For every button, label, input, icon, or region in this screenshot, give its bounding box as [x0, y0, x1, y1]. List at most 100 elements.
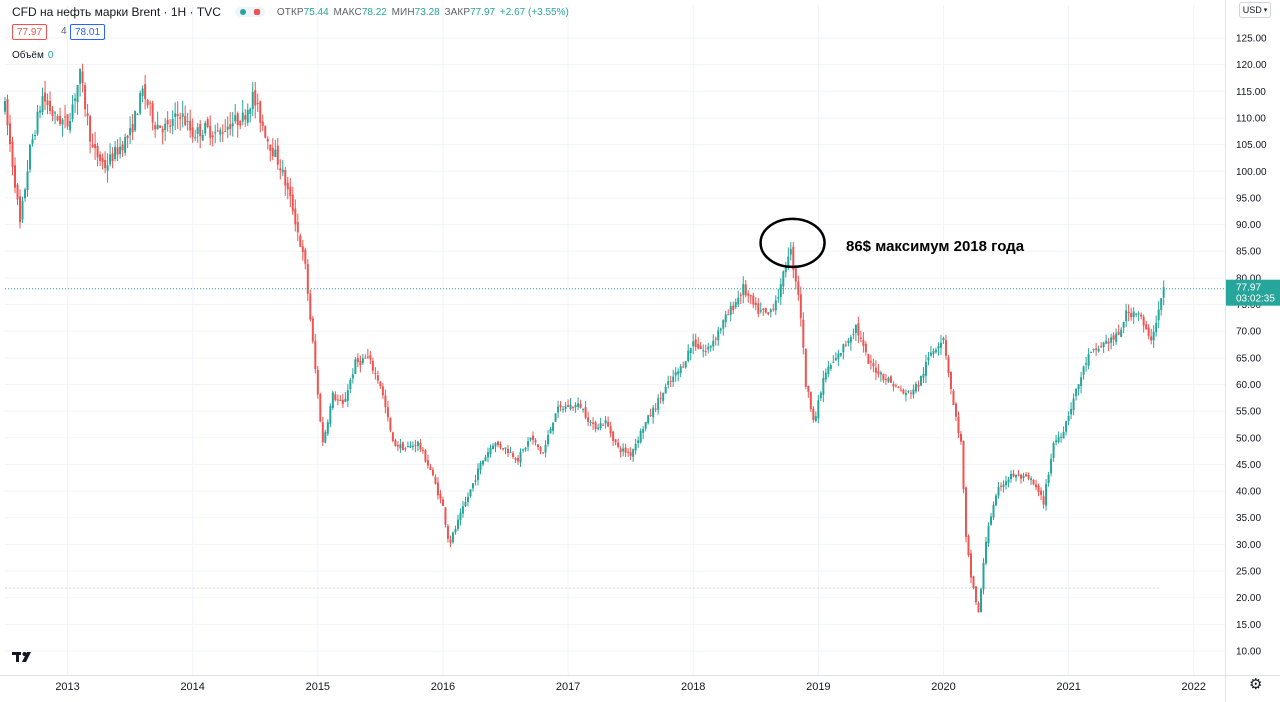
candle-body	[146, 99, 149, 106]
candle-body	[371, 360, 374, 371]
chart-annotation: 86$ максимум 2018 года	[846, 238, 1025, 255]
candle-body	[431, 469, 434, 476]
market-status[interactable]	[234, 7, 265, 17]
candle-body	[299, 235, 302, 247]
candle-body	[311, 318, 314, 342]
candle-body	[574, 404, 577, 408]
candle-body	[734, 301, 737, 308]
candle-body	[476, 468, 479, 481]
candle-body	[1025, 474, 1028, 477]
volume-indicator[interactable]: Объём 0	[12, 50, 53, 61]
candle-body	[544, 444, 547, 453]
candle-body	[206, 119, 209, 127]
currency-selector[interactable]: USD ▾	[1239, 2, 1271, 18]
price-axis[interactable]: 125.00 120.00 115.00 110.00 105.00 100.00 95.0…	[1225, 0, 1280, 702]
alert-dot	[253, 9, 260, 15]
candle-body	[79, 68, 82, 84]
candle-body	[89, 116, 92, 142]
open-value: 75.44	[303, 6, 329, 18]
candle-body	[547, 435, 550, 445]
candle-body	[471, 483, 474, 489]
candle-body	[301, 246, 304, 252]
candle-body	[1122, 321, 1125, 328]
candle-body	[454, 529, 457, 533]
candle-body	[76, 85, 79, 103]
candle-body	[934, 349, 937, 353]
candle-body	[884, 378, 887, 380]
time-axis[interactable]: 2013 2014 2015 2016 2017 2018 2019 2020 2021 2022	[0, 675, 1280, 694]
candle-body	[767, 312, 770, 315]
candle-body	[614, 439, 617, 443]
candle-body	[1007, 479, 1010, 483]
buy-price-box[interactable]: 78.01	[70, 24, 106, 40]
legend-header: CFD на нефть марки Brent · 1Н · TVC ОТКР…	[12, 5, 571, 19]
candle-body	[682, 366, 685, 368]
candle-body	[451, 532, 454, 543]
candle-body	[249, 108, 252, 114]
candle-body	[286, 182, 289, 190]
candle-body	[174, 113, 177, 117]
candle-body	[199, 123, 202, 137]
candle-body	[982, 562, 985, 590]
gear-icon[interactable]: ⚙	[1249, 676, 1263, 693]
candle-body	[69, 121, 72, 131]
candle-body	[1135, 313, 1138, 315]
candle-body	[9, 123, 12, 145]
candle-body	[296, 222, 299, 233]
candle-body	[872, 363, 875, 367]
candle-body	[366, 356, 369, 358]
candle-body	[449, 539, 452, 543]
candle-body	[899, 389, 902, 391]
chart-grid	[5, 5, 1225, 675]
candle-body	[572, 406, 575, 408]
candle-body	[339, 399, 342, 401]
symbol-title[interactable]: CFD на нефть марки Brent · 1Н · TVC	[12, 5, 221, 19]
candle-body	[51, 110, 54, 116]
candle-body	[349, 379, 352, 390]
candle-body	[654, 408, 657, 410]
candle-body	[1095, 348, 1098, 350]
candle-body	[892, 384, 895, 387]
candle-body	[224, 130, 227, 132]
candle-body	[456, 519, 459, 529]
candle-body	[717, 330, 720, 341]
candle-body	[269, 144, 272, 151]
candle-body	[1125, 310, 1128, 322]
candle-body	[822, 377, 825, 395]
candle-body	[361, 358, 364, 364]
candle-body	[179, 117, 182, 119]
candle-body	[231, 123, 234, 127]
candle-body	[1070, 408, 1073, 415]
candle-body	[647, 415, 650, 424]
price-tick-label: 45.00	[1236, 460, 1261, 471]
candle-body	[291, 194, 294, 212]
candle-body	[1030, 478, 1033, 480]
candle-body	[1050, 458, 1053, 474]
candle-body	[424, 450, 427, 462]
candle-body	[522, 449, 525, 451]
candle-body	[319, 394, 322, 422]
candle-body	[992, 504, 995, 518]
candle-body	[1110, 337, 1113, 343]
time-tick-label: 2013	[55, 681, 79, 693]
candle-body	[954, 403, 957, 417]
candle-body	[622, 448, 625, 452]
time-tick-label: 2018	[681, 681, 705, 693]
candle-body	[116, 147, 119, 155]
candle-body	[542, 452, 545, 454]
time-tick-label: 2015	[306, 681, 330, 693]
candle-body	[1055, 440, 1058, 443]
candle-body	[81, 71, 84, 84]
candle-body	[344, 398, 347, 402]
candle-body	[929, 352, 932, 356]
candle-body	[772, 308, 775, 310]
tradingview-logo-icon[interactable]	[12, 650, 38, 664]
candle-body	[974, 586, 977, 603]
sell-price-box[interactable]: 77.97	[12, 24, 48, 40]
candle-body	[139, 93, 142, 114]
candle-body	[887, 377, 890, 382]
candle-body	[1112, 335, 1115, 340]
candle-body	[46, 100, 49, 105]
candle-body	[4, 101, 6, 112]
